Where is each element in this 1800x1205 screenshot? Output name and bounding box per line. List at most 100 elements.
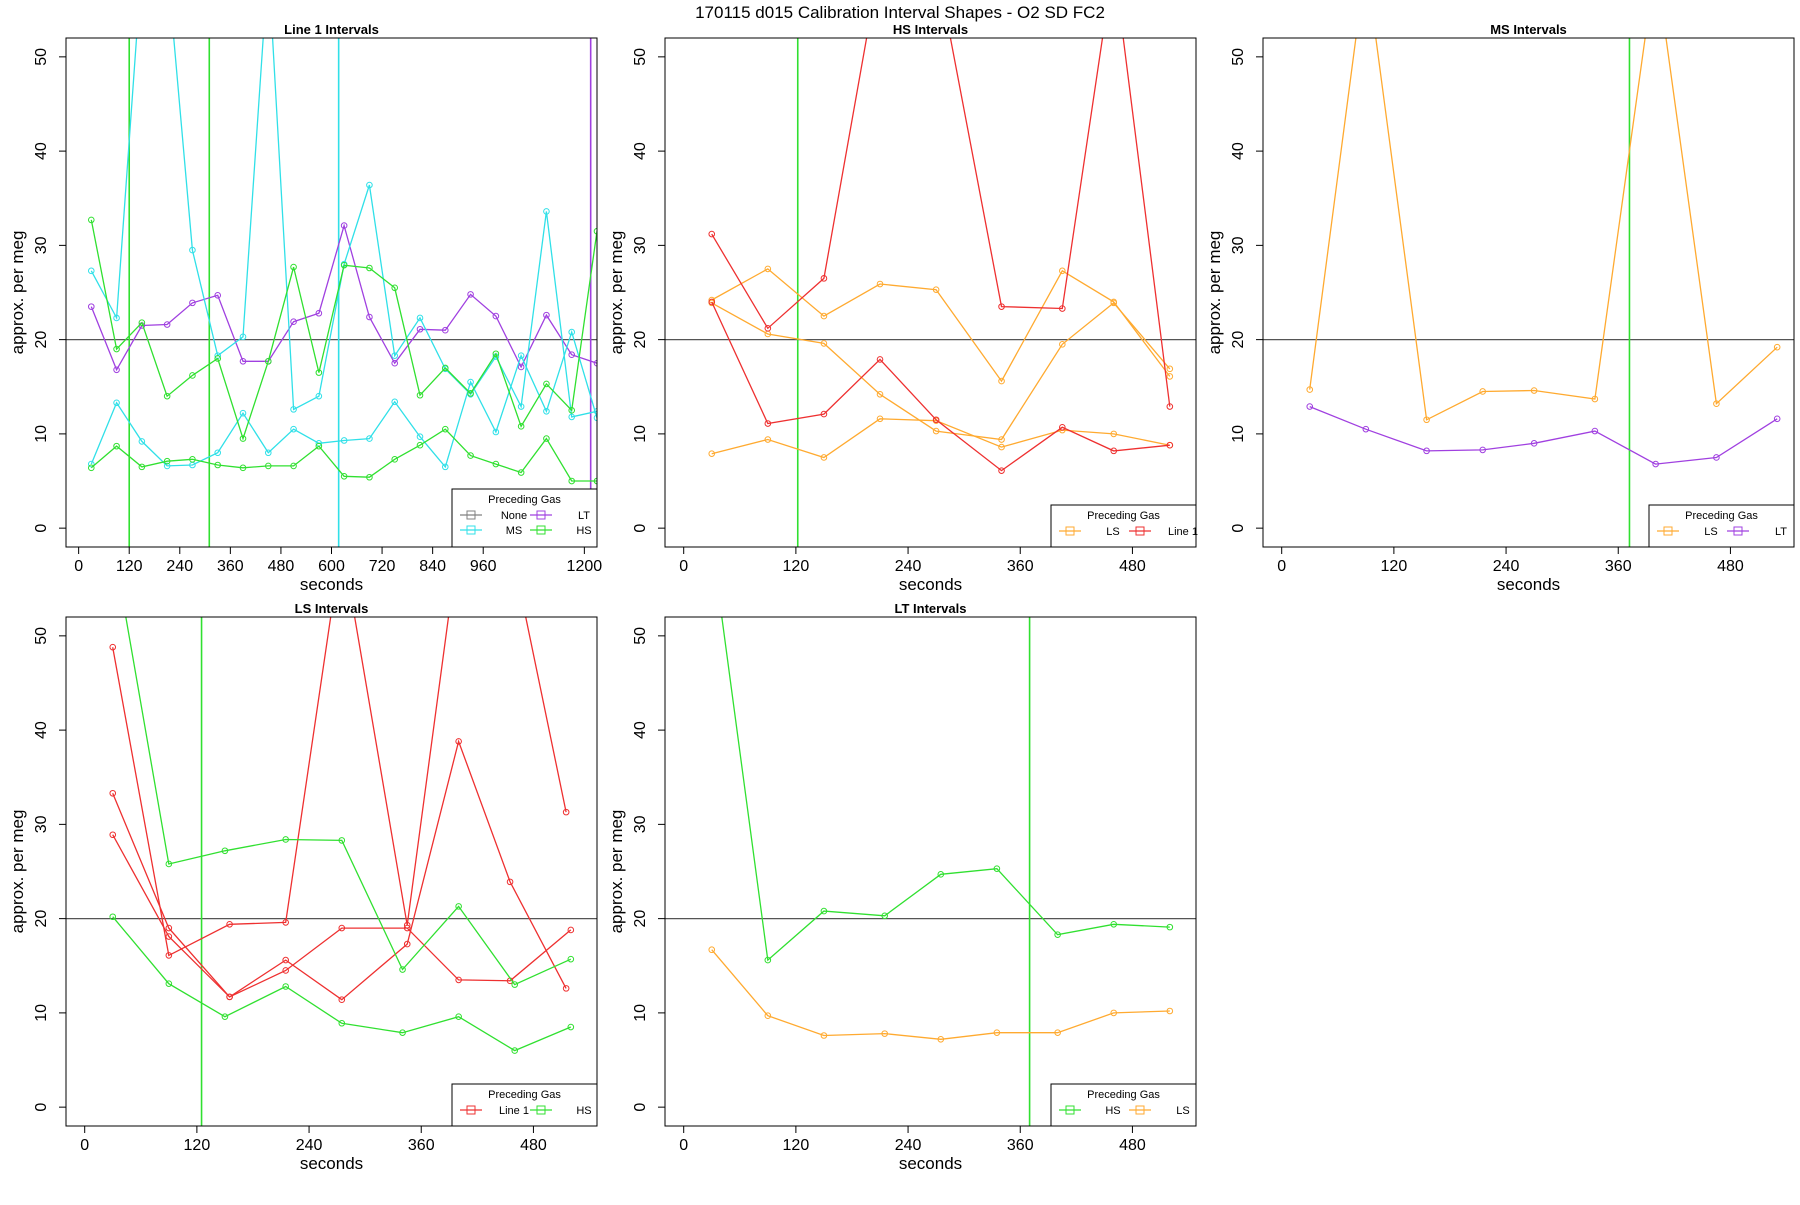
x-tick-label: 240 [895, 1137, 922, 1154]
series-line-ls [711, 418, 1170, 459]
legend-marker [1733, 526, 1743, 536]
data-point [366, 264, 373, 272]
data-point [876, 415, 884, 423]
data-point [1591, 395, 1599, 403]
legend-marker [466, 1105, 476, 1115]
data-point [1166, 373, 1174, 380]
data-point [998, 436, 1005, 443]
series-line-line-1 [112, 617, 567, 957]
data-point [214, 461, 222, 469]
data-point [416, 391, 424, 399]
data-point [543, 435, 550, 442]
legend-entry-hs: HS [576, 1105, 591, 1117]
legend-entry-lt: LT [578, 510, 590, 522]
data-point [1713, 400, 1720, 408]
data-point [441, 463, 449, 471]
data-point [138, 438, 146, 445]
series-line-hs [112, 916, 572, 1052]
data-point [593, 477, 597, 485]
x-axis: 0 120 240 360 480 seconds [80, 1125, 547, 1173]
data-point [932, 427, 940, 435]
data-point [876, 391, 884, 398]
y-tick-label: 20 [632, 910, 649, 928]
plot-area [66, 617, 597, 1126]
legend-title: Preceding Gas [1087, 510, 1160, 522]
data-point [87, 303, 95, 310]
data-point [998, 443, 1005, 451]
data-point [708, 230, 716, 238]
legend-marker [466, 525, 476, 535]
data-point [455, 738, 462, 745]
data-point [455, 1013, 462, 1020]
data-point [1059, 267, 1066, 275]
data-point [113, 366, 120, 374]
data-point [881, 912, 888, 920]
data-point [366, 313, 373, 321]
y-axis-label: approx. per meg [8, 810, 27, 934]
data-point [568, 407, 576, 414]
series-line-line-1 [112, 739, 567, 1001]
x-tick-label: 360 [408, 1137, 435, 1154]
panel-title: Line 1 Intervals [284, 22, 379, 37]
y-axis-label: approx. per meg [1205, 231, 1224, 355]
x-tick-label: 480 [1717, 558, 1744, 575]
data-point [593, 227, 597, 235]
y-axis: 0 10 20 30 40 50 approx. per meg [8, 627, 67, 1112]
data-point [455, 903, 462, 910]
legend-title: Preceding Gas [488, 494, 561, 506]
data-point [214, 292, 222, 299]
data-point [1423, 447, 1430, 455]
y-tick-label: 0 [33, 524, 50, 533]
series-line-ls [711, 268, 1171, 383]
data-point [391, 398, 399, 406]
data-point [290, 425, 297, 433]
y-tick-label: 30 [632, 236, 649, 254]
plot-frame [1262, 37, 1795, 548]
data-point [820, 340, 828, 347]
x-tick-label: 360 [1007, 1137, 1034, 1154]
data-point [517, 403, 525, 410]
data-point [109, 643, 117, 651]
x-axis: 0 120 240 360 480 seconds [679, 1125, 1146, 1173]
data-point [455, 976, 462, 984]
data-point [820, 454, 828, 461]
x-tick-label: 960 [470, 558, 497, 575]
data-point [708, 450, 716, 457]
x-tick-label: 0 [74, 558, 83, 575]
data-point [416, 325, 424, 333]
series-line-ls [1309, 38, 1778, 421]
data-point [1713, 454, 1720, 461]
legend-entry-ls: LS [1704, 526, 1717, 538]
data-point [290, 263, 297, 271]
plot-area [665, 38, 1196, 547]
series-line-ms [90, 38, 597, 418]
series-line-ls [711, 301, 1171, 441]
y-tick-label: 50 [632, 48, 649, 66]
series-line-line-1 [112, 834, 572, 998]
data-point [937, 1035, 945, 1043]
y-tick-label: 50 [33, 627, 50, 645]
data-point [1362, 425, 1370, 433]
data-point [492, 312, 500, 320]
data-point [543, 311, 550, 319]
data-point [708, 946, 716, 954]
data-point [226, 920, 233, 928]
data-point [163, 392, 171, 400]
legend-marker [466, 510, 476, 520]
data-point [593, 414, 597, 422]
y-axis-label: approx. per meg [607, 810, 626, 934]
y-tick-label: 40 [33, 142, 50, 160]
legend-marker [1135, 526, 1145, 536]
y-tick-label: 10 [632, 425, 649, 443]
data-point [391, 456, 399, 463]
data-point [338, 837, 346, 844]
data-point [290, 318, 297, 326]
data-point [1652, 460, 1659, 468]
data-point [315, 369, 323, 376]
panel-lt-intervals: LT Intervals 0 120 240 360 480 seconds 0 10 20 30 4… [607, 601, 1197, 1173]
x-axis-label: seconds [899, 575, 962, 594]
data-point [226, 993, 233, 1001]
data-point [109, 913, 117, 921]
series-line-hs [721, 617, 1170, 962]
